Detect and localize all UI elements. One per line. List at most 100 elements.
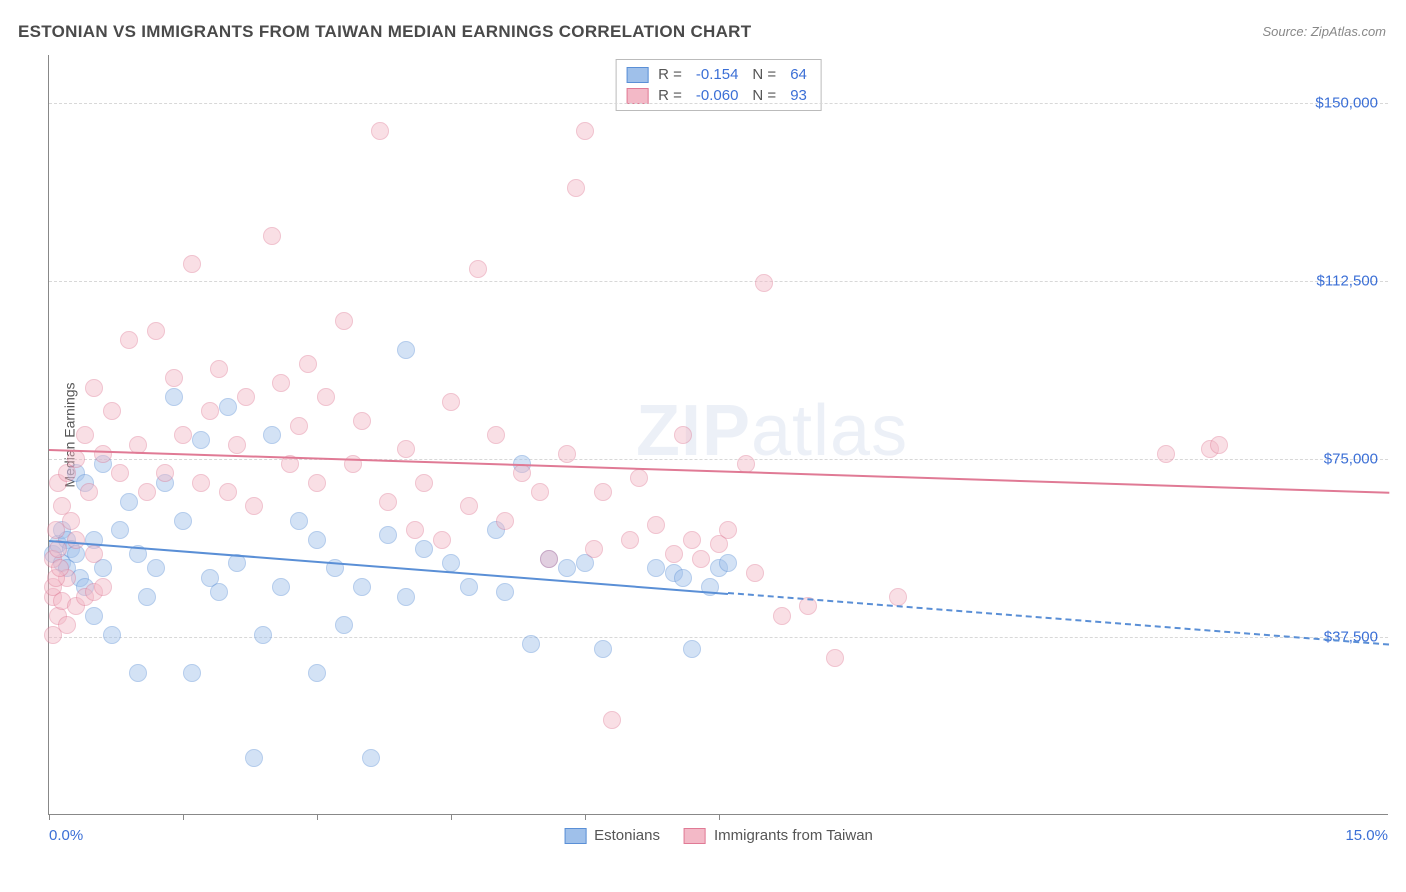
scatter-point xyxy=(826,649,844,667)
scatter-point xyxy=(522,635,540,653)
scatter-point xyxy=(245,497,263,515)
scatter-point xyxy=(531,483,549,501)
scatter-point xyxy=(201,402,219,420)
scatter-point xyxy=(228,436,246,454)
scatter-point xyxy=(317,388,335,406)
scatter-point xyxy=(719,554,737,572)
scatter-point xyxy=(692,550,710,568)
scatter-point xyxy=(513,464,531,482)
legend-n-label: N = xyxy=(752,66,776,83)
scatter-point xyxy=(183,255,201,273)
chart-title: ESTONIAN VS IMMIGRANTS FROM TAIWAN MEDIA… xyxy=(18,22,751,42)
legend-item: Immigrants from Taiwan xyxy=(684,827,873,844)
scatter-point xyxy=(210,360,228,378)
scatter-point xyxy=(379,526,397,544)
scatter-point xyxy=(362,749,380,767)
scatter-point xyxy=(719,521,737,539)
scatter-point xyxy=(120,331,138,349)
scatter-point xyxy=(469,260,487,278)
y-tick-label: $112,500 xyxy=(1317,272,1378,289)
x-tick xyxy=(183,814,184,820)
scatter-point xyxy=(594,640,612,658)
legend-n-value: 93 xyxy=(790,87,807,104)
scatter-point xyxy=(299,355,317,373)
scatter-point xyxy=(174,512,192,530)
scatter-point xyxy=(496,583,514,601)
scatter-point xyxy=(558,445,576,463)
scatter-point xyxy=(397,440,415,458)
scatter-point xyxy=(290,512,308,530)
scatter-point xyxy=(397,588,415,606)
gridline xyxy=(49,103,1388,104)
scatter-point xyxy=(683,531,701,549)
scatter-point xyxy=(433,531,451,549)
scatter-point xyxy=(111,464,129,482)
x-tick xyxy=(451,814,452,820)
scatter-point xyxy=(94,578,112,596)
scatter-point xyxy=(272,374,290,392)
scatter-point xyxy=(192,431,210,449)
scatter-point xyxy=(889,588,907,606)
scatter-point xyxy=(496,512,514,530)
scatter-point xyxy=(630,469,648,487)
scatter-point xyxy=(129,664,147,682)
scatter-point xyxy=(415,474,433,492)
scatter-point xyxy=(237,388,255,406)
legend-row: R =-0.154N =64 xyxy=(626,64,811,85)
scatter-point xyxy=(219,483,237,501)
scatter-point xyxy=(335,312,353,330)
scatter-point xyxy=(415,540,433,558)
legend-swatch xyxy=(626,88,648,104)
scatter-point xyxy=(103,626,121,644)
scatter-point xyxy=(156,464,174,482)
scatter-point xyxy=(442,393,460,411)
scatter-point xyxy=(487,426,505,444)
scatter-point xyxy=(80,483,98,501)
scatter-point xyxy=(183,664,201,682)
y-tick-label: $150,000 xyxy=(1315,94,1378,111)
scatter-point xyxy=(67,450,85,468)
scatter-point xyxy=(737,455,755,473)
scatter-point xyxy=(254,626,272,644)
scatter-point xyxy=(1157,445,1175,463)
plot-area: Median Earnings ZIPatlas R =-0.154N =64R… xyxy=(48,55,1388,815)
legend-swatch xyxy=(626,67,648,83)
legend-r-label: R = xyxy=(658,87,682,104)
legend-r-value: -0.060 xyxy=(696,87,739,104)
legend-series-name: Immigrants from Taiwan xyxy=(714,827,873,844)
scatter-point xyxy=(460,497,478,515)
scatter-point xyxy=(647,559,665,577)
gridline xyxy=(49,281,1388,282)
trend-line xyxy=(49,449,1389,494)
scatter-point xyxy=(192,474,210,492)
legend-n-value: 64 xyxy=(790,66,807,83)
scatter-point xyxy=(353,578,371,596)
scatter-point xyxy=(674,569,692,587)
scatter-point xyxy=(442,554,460,572)
scatter-point xyxy=(103,402,121,420)
scatter-point xyxy=(85,379,103,397)
scatter-point xyxy=(165,369,183,387)
source-label: Source: ZipAtlas.com xyxy=(1262,24,1386,39)
scatter-point xyxy=(44,626,62,644)
scatter-point xyxy=(621,531,639,549)
scatter-point xyxy=(272,578,290,596)
scatter-point xyxy=(85,607,103,625)
legend-swatch xyxy=(684,828,706,844)
scatter-point xyxy=(755,274,773,292)
scatter-point xyxy=(576,122,594,140)
y-tick-label: $75,000 xyxy=(1324,450,1378,467)
scatter-point xyxy=(85,545,103,563)
scatter-point xyxy=(647,516,665,534)
scatter-point xyxy=(51,559,69,577)
scatter-point xyxy=(76,426,94,444)
x-tick xyxy=(585,814,586,820)
legend-series-name: Estonians xyxy=(594,827,660,844)
scatter-point xyxy=(120,493,138,511)
scatter-point xyxy=(406,521,424,539)
legend-r-label: R = xyxy=(658,66,682,83)
scatter-point xyxy=(460,578,478,596)
scatter-point xyxy=(353,412,371,430)
scatter-point xyxy=(245,749,263,767)
scatter-point xyxy=(683,640,701,658)
